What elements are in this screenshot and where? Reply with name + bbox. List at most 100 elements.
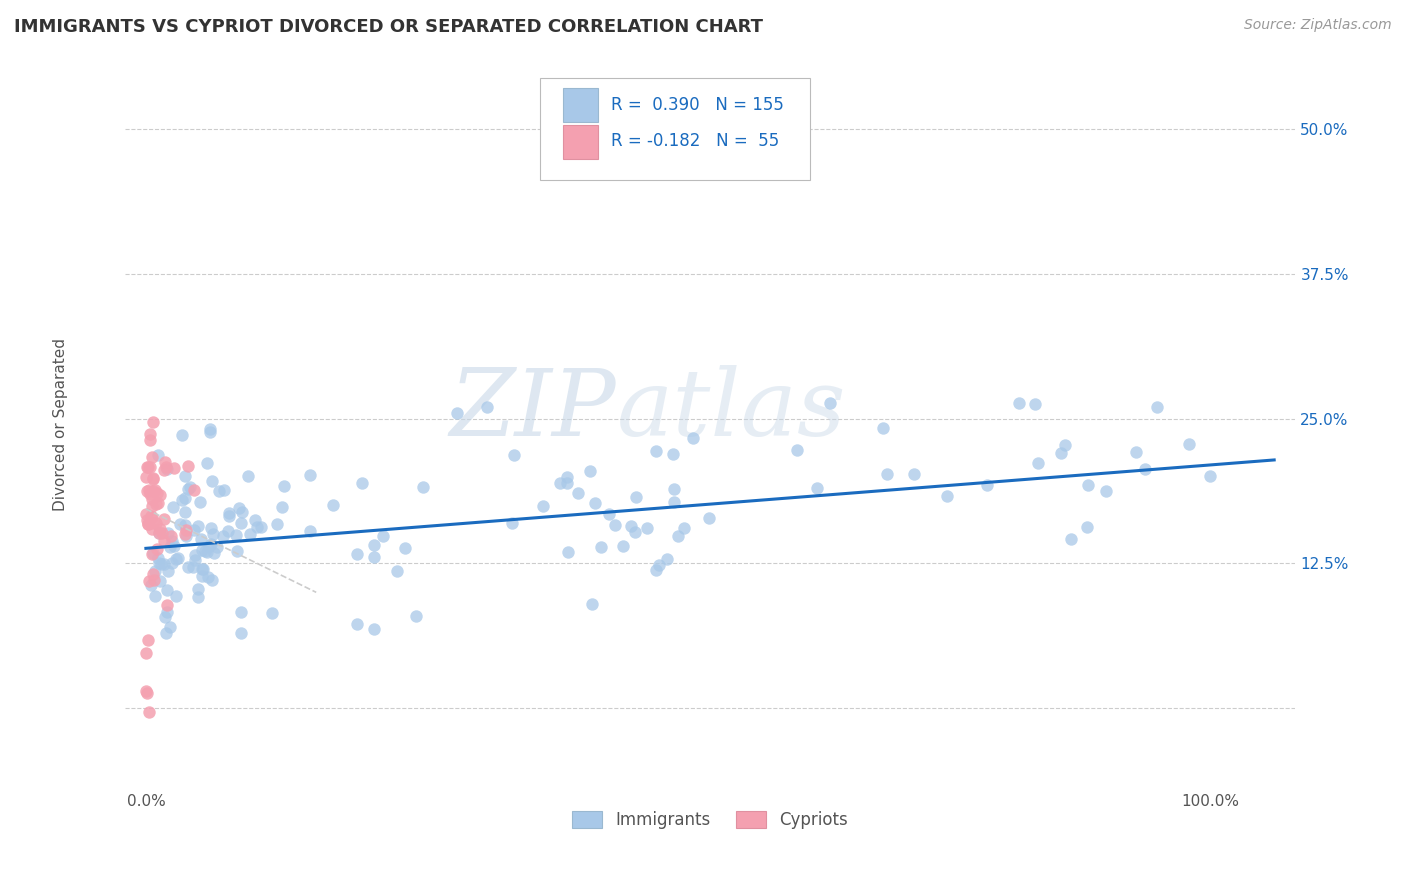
Point	[149, 574, 172, 588]
Point	[200, 425, 222, 440]
Point	[146, 449, 169, 463]
Point	[135, 459, 157, 474]
Point	[197, 570, 219, 584]
Point	[598, 508, 620, 522]
Point	[145, 497, 167, 511]
Point	[139, 427, 162, 442]
Point	[662, 494, 685, 508]
Point	[205, 540, 228, 554]
Point	[603, 518, 626, 533]
Point	[322, 498, 344, 512]
Point	[136, 484, 159, 499]
Point	[231, 505, 253, 519]
Point	[142, 471, 165, 485]
Point	[1133, 461, 1156, 475]
Point	[165, 551, 187, 566]
Point	[1024, 397, 1046, 411]
Point	[363, 622, 385, 636]
Point	[387, 565, 409, 579]
Point	[1125, 444, 1147, 458]
Point	[697, 510, 720, 524]
Point	[142, 472, 165, 486]
Point	[239, 527, 262, 541]
Point	[555, 470, 578, 484]
Point	[148, 496, 170, 510]
Point	[201, 574, 224, 588]
Point	[236, 468, 259, 483]
Point	[155, 625, 177, 640]
Point	[363, 538, 385, 552]
Point	[1007, 396, 1029, 410]
FancyBboxPatch shape	[562, 125, 598, 159]
Point	[179, 480, 201, 494]
Text: R =  0.390   N = 155: R = 0.390 N = 155	[610, 95, 783, 114]
Point	[141, 491, 163, 506]
Point	[246, 520, 269, 534]
Point	[148, 525, 170, 540]
Point	[299, 524, 322, 539]
Point	[446, 406, 468, 420]
Point	[160, 534, 183, 549]
Point	[156, 606, 179, 620]
Point	[157, 564, 180, 578]
Point	[150, 525, 173, 540]
Point	[153, 463, 176, 477]
Point	[200, 521, 222, 535]
Point	[645, 444, 668, 458]
Point	[555, 475, 578, 490]
Point	[142, 546, 165, 560]
Point	[172, 492, 194, 507]
Point	[159, 540, 181, 554]
Point	[138, 574, 160, 589]
Point	[273, 479, 295, 493]
Point	[212, 529, 235, 543]
Point	[198, 422, 221, 436]
Point	[346, 617, 368, 632]
Point	[135, 507, 157, 521]
Point	[183, 553, 205, 567]
Point	[149, 488, 172, 502]
Point	[644, 563, 666, 577]
Point	[786, 442, 808, 457]
Point	[935, 489, 957, 503]
Point	[682, 431, 704, 445]
Point	[620, 519, 643, 533]
Point	[160, 556, 183, 570]
Point	[183, 523, 205, 537]
Point	[166, 551, 188, 566]
Point	[141, 547, 163, 561]
Point	[135, 646, 157, 660]
Point	[142, 567, 165, 582]
Point	[141, 450, 163, 465]
Point	[1028, 456, 1050, 470]
Point	[212, 483, 235, 497]
Point	[176, 529, 198, 543]
Point	[363, 549, 385, 564]
Point	[187, 582, 209, 596]
Point	[139, 487, 162, 501]
Point	[1076, 520, 1098, 534]
Point	[903, 467, 925, 481]
Point	[412, 480, 434, 494]
Point	[589, 540, 612, 554]
Point	[190, 533, 212, 547]
Point	[1077, 478, 1099, 492]
Point	[477, 401, 499, 415]
Point	[226, 544, 249, 558]
Point	[153, 534, 176, 549]
Point	[136, 632, 159, 647]
Point	[820, 396, 842, 410]
Point	[142, 516, 165, 531]
Point	[153, 557, 176, 571]
Point	[346, 547, 368, 561]
Point	[141, 578, 163, 592]
Point	[976, 477, 998, 491]
Point	[176, 459, 198, 474]
Point	[1178, 436, 1201, 450]
Point	[155, 609, 177, 624]
Point	[624, 491, 647, 505]
Text: Divorced or Separated: Divorced or Separated	[52, 338, 67, 511]
Point	[174, 523, 197, 537]
Point	[806, 481, 828, 495]
Point	[136, 517, 159, 532]
